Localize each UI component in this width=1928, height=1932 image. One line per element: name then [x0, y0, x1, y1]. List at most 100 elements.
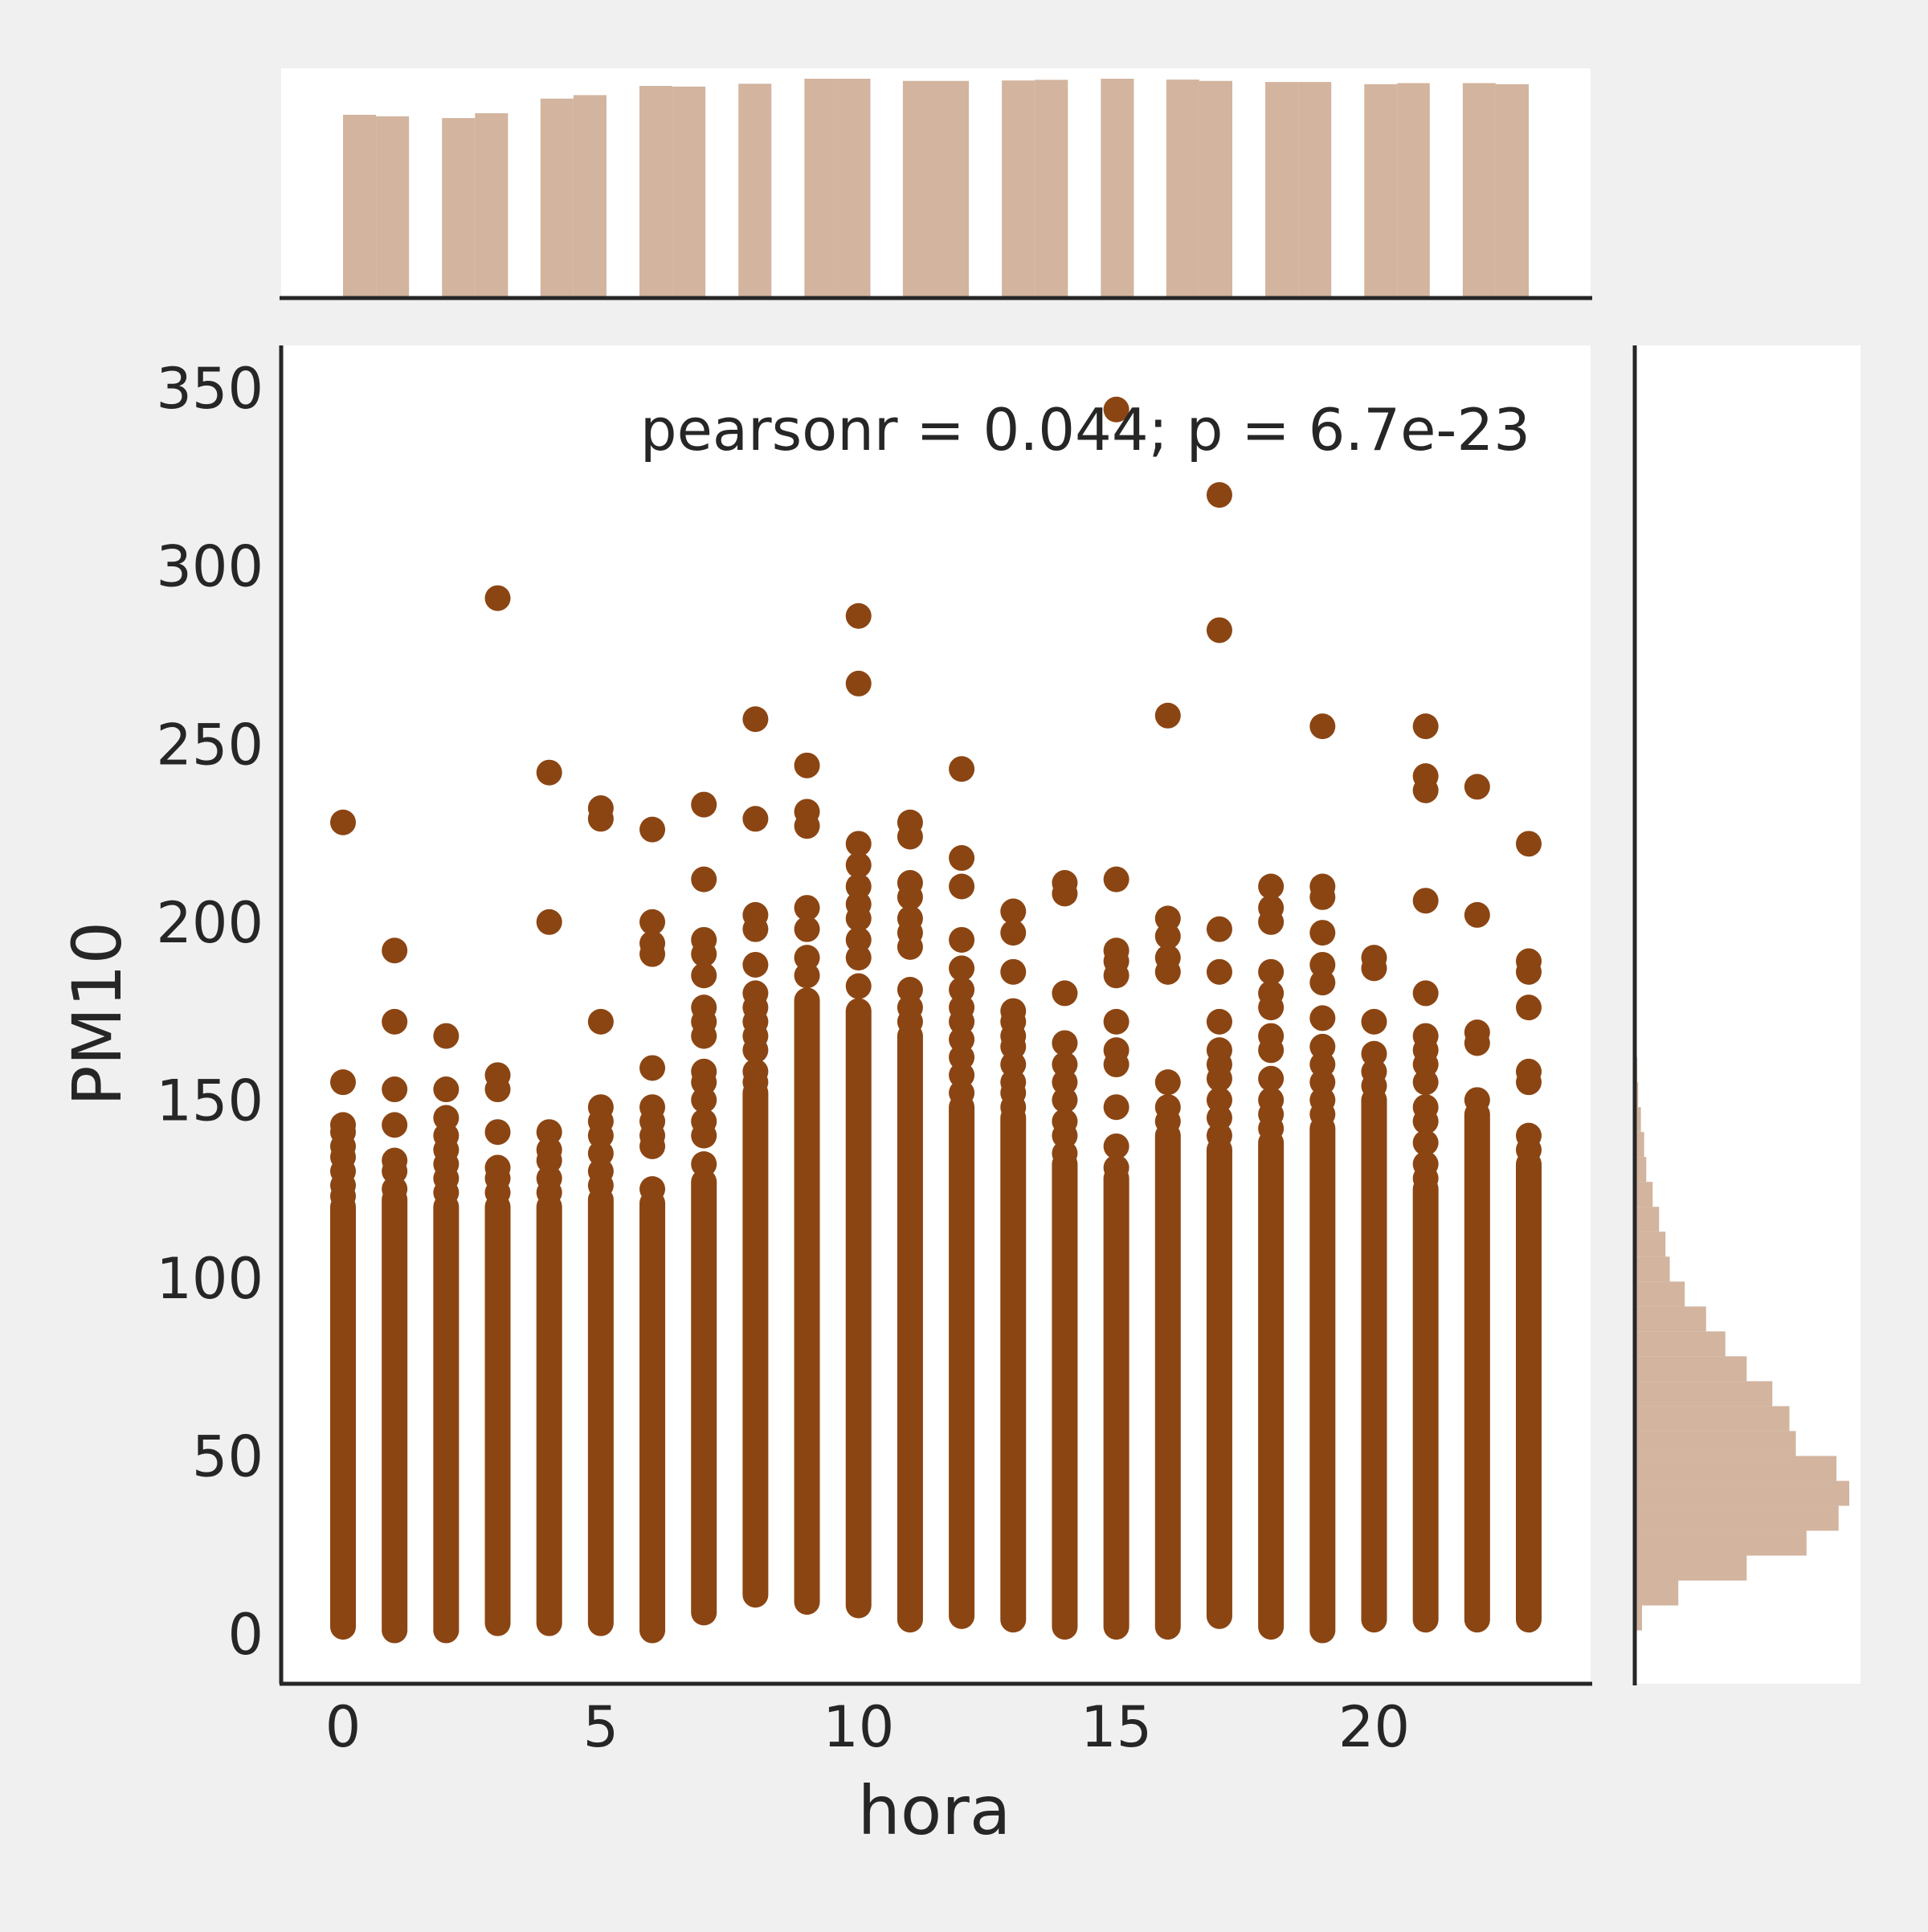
- scatter-point: [1154, 702, 1181, 729]
- scatter-point: [1052, 870, 1078, 897]
- scatter-point: [897, 809, 923, 835]
- marginal-x-bar: [1462, 83, 1496, 297]
- scatter-point: [1154, 905, 1181, 932]
- scatter-point: [845, 670, 872, 696]
- scatter-point: [382, 1147, 408, 1174]
- x-axis-label: hora: [858, 1771, 1011, 1850]
- scatter-point: [691, 791, 717, 818]
- scatter-point: [433, 1076, 460, 1103]
- scatter-point: [742, 1058, 769, 1084]
- marginal-x-histogram: [343, 79, 1529, 298]
- scatter-point: [433, 1122, 460, 1149]
- scatter-point: [1515, 948, 1542, 974]
- scatter-point: [1258, 1065, 1285, 1092]
- scatter-point: [949, 976, 975, 1003]
- marginal-x-bar: [1166, 80, 1199, 297]
- marginal-x-bar: [343, 114, 377, 297]
- scatter-point: [794, 916, 820, 942]
- scatter-point: [897, 995, 923, 1021]
- scatter-point: [845, 973, 872, 999]
- scatter-point: [1000, 898, 1027, 925]
- marginal-x-bar: [376, 116, 410, 297]
- scatter-point: [1052, 1052, 1078, 1078]
- marginal-x-bar: [672, 86, 706, 298]
- scatter-point: [433, 1023, 460, 1049]
- scatter-point: [1309, 1033, 1336, 1060]
- scatter-point: [949, 926, 975, 953]
- scatter-point: [845, 831, 872, 857]
- marginal-y-bar: [1636, 1207, 1660, 1232]
- scatter-point: [1000, 1052, 1027, 1078]
- marginal-y-bar: [1636, 1356, 1747, 1382]
- scatter-point: [949, 1080, 975, 1106]
- marginal-x-bar: [837, 79, 871, 297]
- scatter-point: [1000, 958, 1027, 985]
- marginal-x-bar: [573, 95, 607, 298]
- scatter-point: [1412, 1023, 1439, 1049]
- scatter-point: [1206, 1037, 1232, 1064]
- scatter-point: [639, 909, 666, 935]
- scatter-point: [382, 937, 408, 964]
- point-column-hora-19: [1309, 1115, 1336, 1644]
- point-column-hora-6: [639, 1190, 666, 1644]
- marginal-x-bar: [475, 112, 509, 297]
- scatter-point: [1515, 1122, 1542, 1149]
- marginal-y-bar: [1636, 1381, 1773, 1407]
- point-column-hora-16: [1154, 1122, 1181, 1640]
- scatter-point: [691, 866, 717, 892]
- scatter-point: [1515, 1058, 1542, 1084]
- y-tick-labels: 0 50 100 150 200 250 300 350: [156, 356, 263, 1668]
- point-column-hora-12: [949, 1094, 975, 1629]
- scatter-point: [949, 1062, 975, 1089]
- scatter-point: [1464, 774, 1490, 800]
- scatter-point: [1309, 970, 1336, 996]
- joint-panel: [281, 345, 1591, 1684]
- point-column-hora-2: [433, 1194, 460, 1644]
- scatter-point: [1412, 1151, 1439, 1178]
- marginal-y-bar: [1636, 1107, 1641, 1133]
- scatter-point: [639, 1055, 666, 1081]
- y-tick-label: 50: [192, 1423, 263, 1489]
- scatter-point: [794, 799, 820, 825]
- x-tick-label: 10: [823, 1694, 894, 1760]
- scatter-point: [742, 706, 769, 733]
- scatter-point: [484, 1154, 511, 1181]
- scatter-point: [1103, 1037, 1129, 1064]
- scatter-point: [794, 962, 820, 989]
- scatter-point: [484, 1119, 511, 1146]
- scatter-point: [1052, 1087, 1078, 1113]
- scatter-point: [639, 930, 666, 957]
- scatter-point: [1154, 923, 1181, 950]
- marginal-x-bar: [639, 85, 673, 297]
- point-column-hora-23: [1515, 1151, 1542, 1633]
- scatter-point: [639, 1094, 666, 1121]
- point-column-hora-0: [330, 1194, 357, 1640]
- marginal-y-bar: [1636, 1082, 1639, 1108]
- marginal-x-bar: [1035, 80, 1068, 298]
- scatter-point: [1361, 945, 1387, 971]
- scatter-point: [536, 1137, 562, 1163]
- point-column-hora-17: [1206, 1137, 1232, 1629]
- scatter-point: [1464, 1019, 1490, 1046]
- y-tick-label: 250: [156, 712, 263, 778]
- scatter-point: [1309, 1052, 1336, 1078]
- scatter-point: [949, 955, 975, 982]
- scatter-point: [949, 756, 975, 782]
- marginal-y-bar: [1636, 1530, 1807, 1556]
- scatter-point: [1206, 617, 1232, 643]
- scatter-point: [1154, 945, 1181, 971]
- marginal-x-bar: [804, 79, 838, 297]
- point-column-hora-20: [1361, 1087, 1387, 1633]
- y-tick-label: 300: [156, 534, 263, 600]
- scatter-point: [845, 873, 872, 900]
- scatter-point: [587, 1008, 614, 1035]
- scatter-point: [1052, 1140, 1078, 1166]
- scatter-point: [330, 809, 357, 835]
- pearson-annotation: pearsonr = 0.044; p = 6.7e-23: [640, 396, 1530, 464]
- scatter-point: [1052, 1069, 1078, 1096]
- scatter-point: [1052, 1108, 1078, 1134]
- scatter-point: [587, 795, 614, 822]
- scatter-point: [1206, 482, 1232, 509]
- x-tick-label: 15: [1080, 1694, 1152, 1760]
- x-tick-label: 20: [1338, 1694, 1410, 1760]
